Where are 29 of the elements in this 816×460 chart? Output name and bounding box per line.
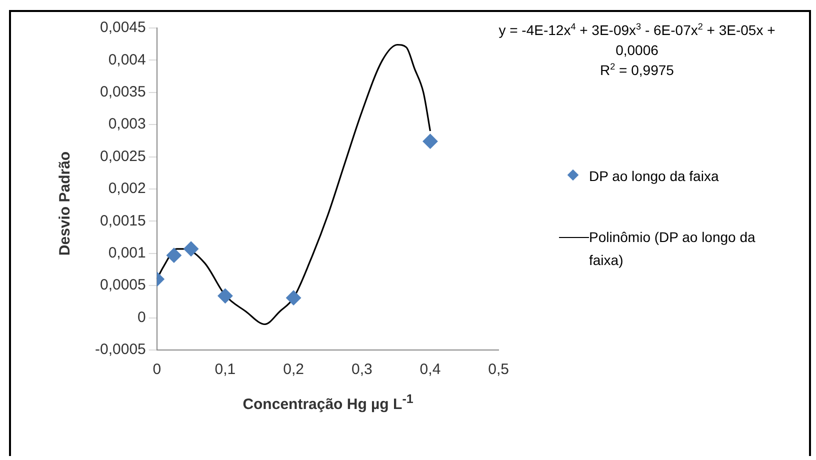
point [286,290,302,306]
x-tick-label: 0,5 [488,361,510,378]
x-tick-label: 0,1 [214,361,236,378]
legend-label: Polinômio (DP ao longo da faixa) [589,228,756,270]
point [184,241,199,256]
y-tick-label: 0,0035 [100,84,146,101]
y-tick-label: 0,004 [108,51,146,68]
y-tick-label: 0,003 [108,116,146,133]
y-tick-label: 0,0015 [100,212,146,230]
y-tick-label: 0,0025 [100,148,146,165]
text: y = -4E-12x$^{4}$ + 3E-09x$^{3}$ - 6E-07x$^{2}$ + 3E-05x + 0,0006 [498,21,776,58]
y-axis-title: Desvio Padrão [56,150,74,258]
x-tick-label: 0,4 [420,361,441,378]
y-tick-label: 0,0045 [100,19,146,36]
point [218,288,233,304]
x-tick-label: 0 [152,361,162,378]
point [166,248,182,263]
x-tick-label: 0,3 [351,361,372,378]
legend-label: DP ao longo da faixa [589,167,720,186]
x-tick-label: 0,2 [283,361,304,378]
y-tick-label: 0,0005 [100,276,146,294]
x-axis-title: Concentração Hg µg L$^{-1}$ [242,392,414,413]
point [422,134,438,149]
y-tick-label: 0 [138,308,146,326]
text: R$^{2}$ = 0,9975 [599,60,675,80]
y-tick-label: -0,0005 [95,341,146,358]
line-series [156,44,432,326]
y-tick-label: 0,002 [108,180,146,198]
y-tick-label: 0,001 [108,244,146,262]
